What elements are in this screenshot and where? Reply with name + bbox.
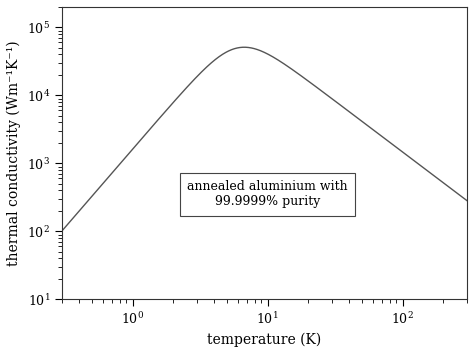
Text: annealed aluminium with
99.9999% purity: annealed aluminium with 99.9999% purity (187, 181, 348, 209)
X-axis label: temperature (K): temperature (K) (208, 333, 322, 347)
Y-axis label: thermal conductivity (Wm⁻¹K⁻¹): thermal conductivity (Wm⁻¹K⁻¹) (7, 40, 21, 266)
